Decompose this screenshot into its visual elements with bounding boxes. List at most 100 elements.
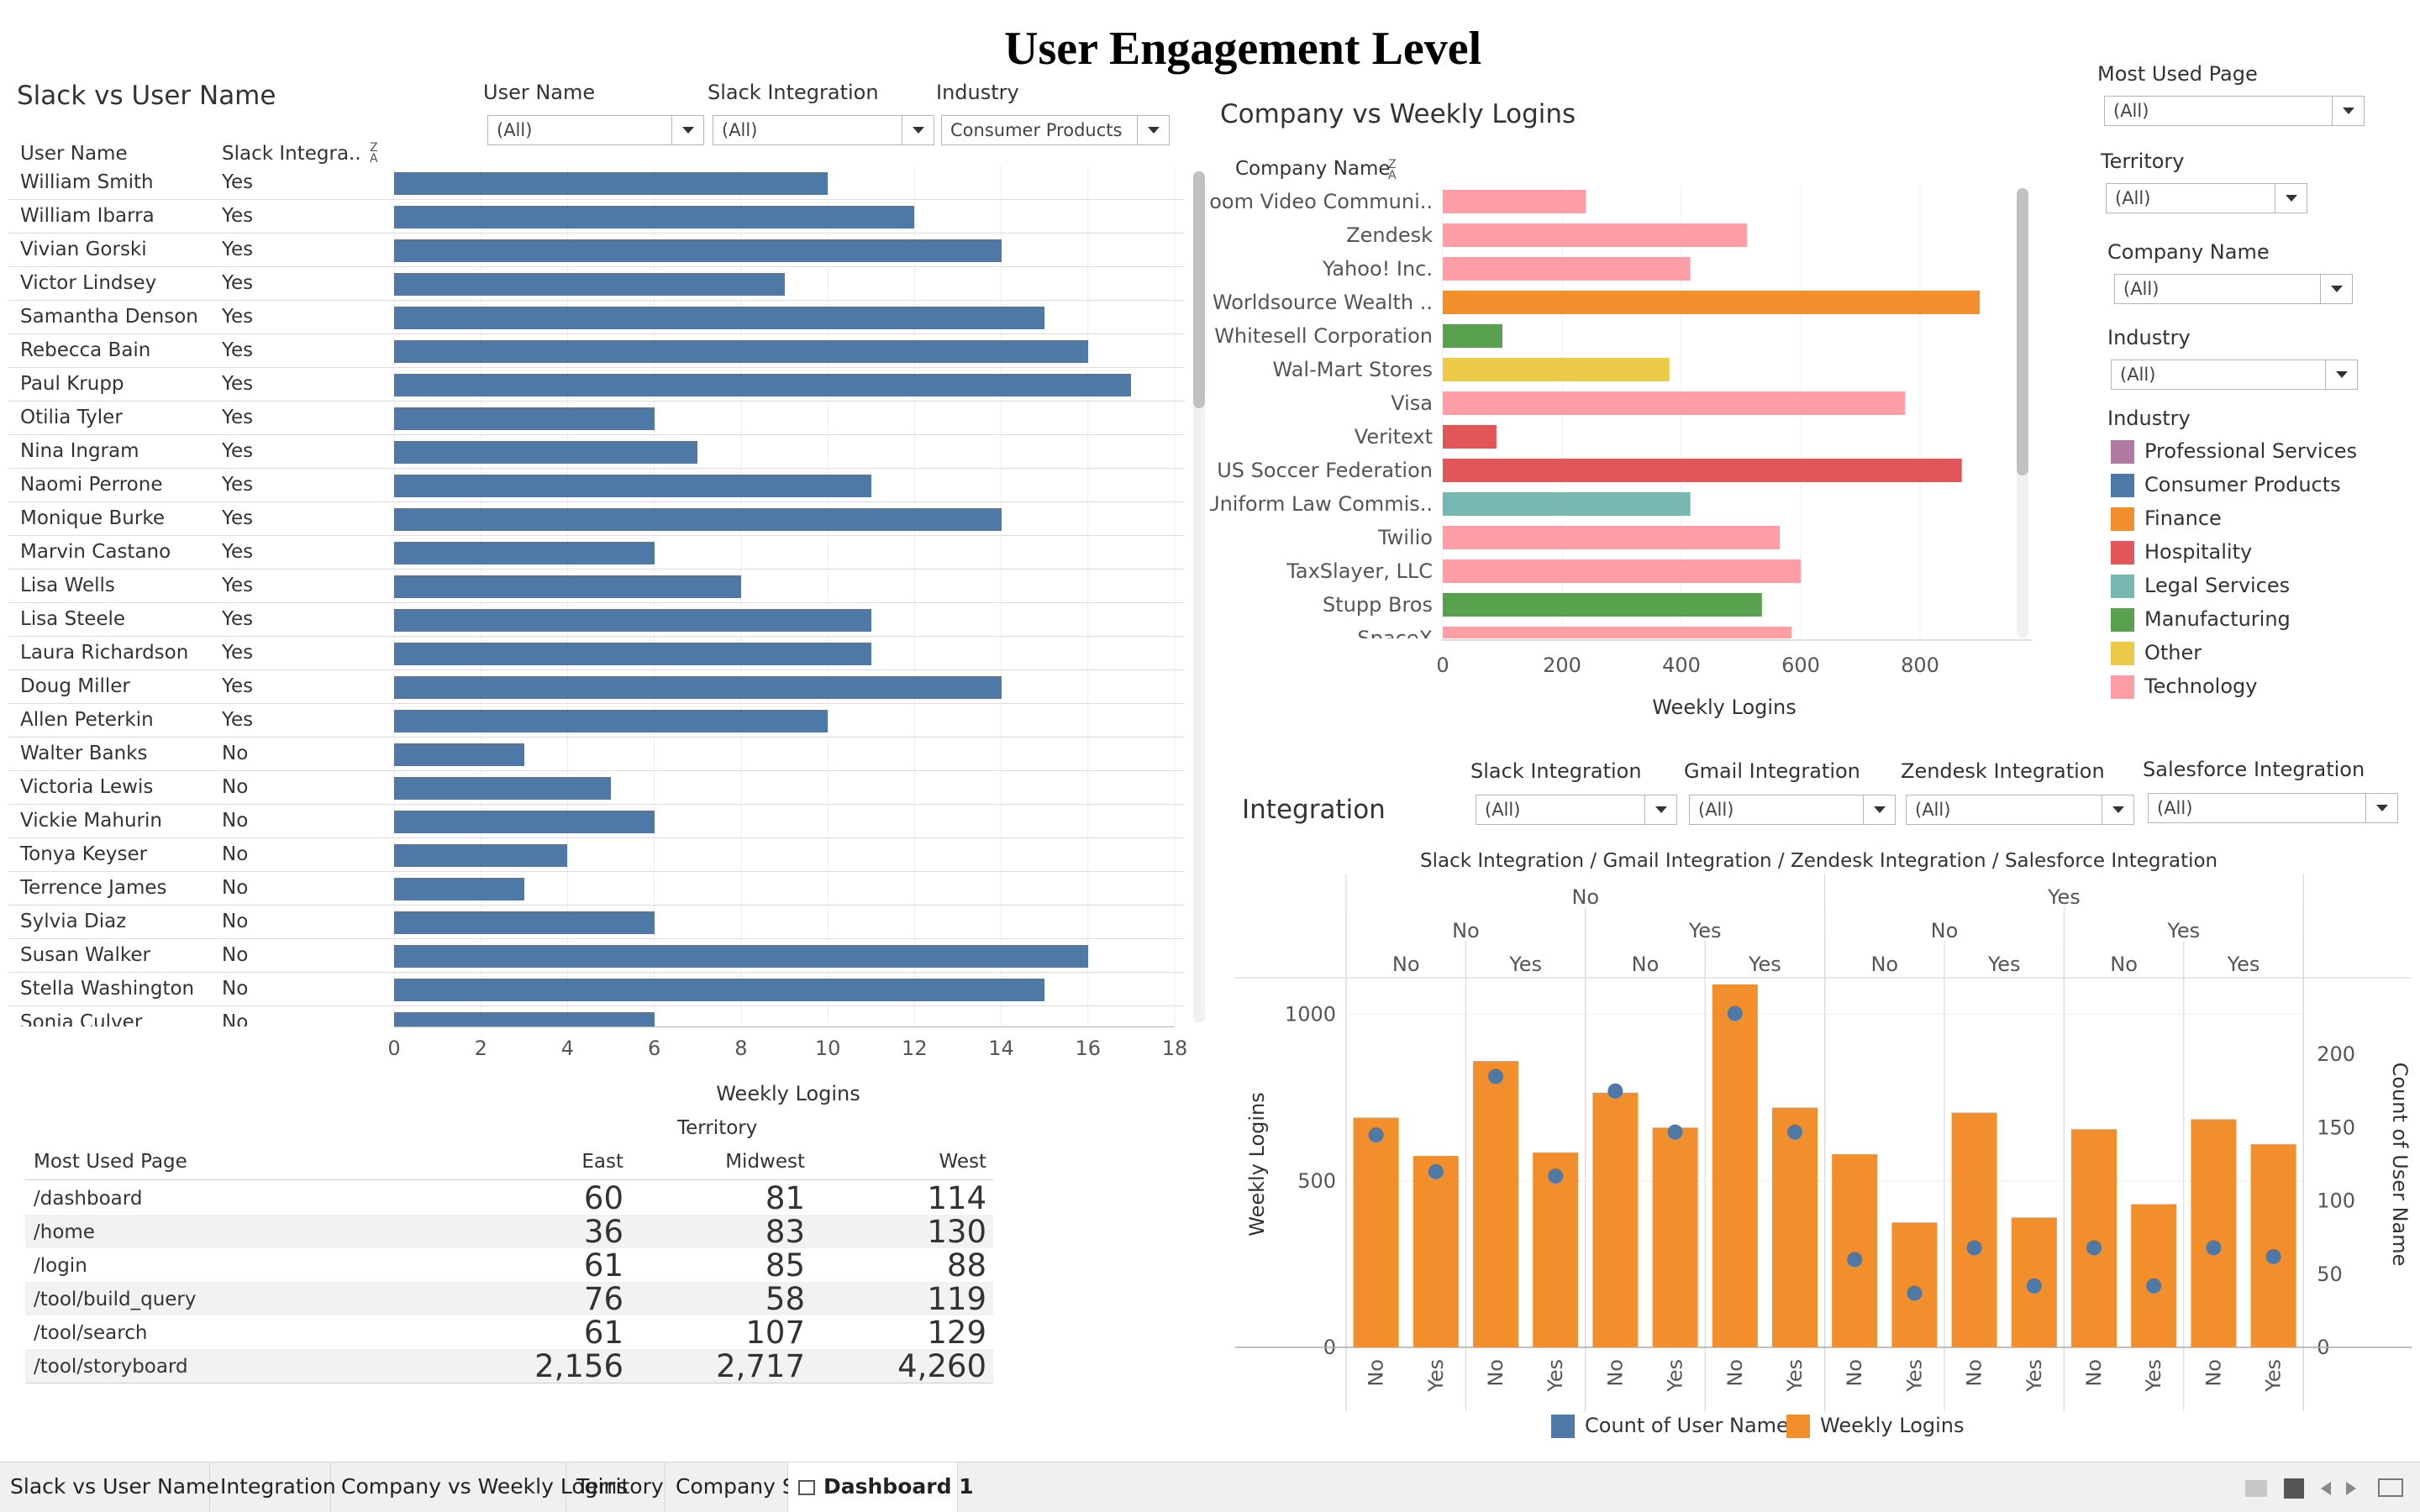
integration-header-label[interactable]: No [1452,919,1480,942]
slack-bar[interactable] [394,609,871,632]
chevron-down-icon[interactable] [1137,116,1169,144]
slack-bar[interactable] [394,777,612,800]
chevron-down-icon[interactable] [2320,275,2352,303]
show-sheets-grid-icon[interactable] [2245,1480,2267,1497]
gmail-integration-filter-dropdown[interactable]: (All) [1689,795,1896,825]
slack-bar[interactable] [394,945,1088,968]
company-scrollbar-thumb[interactable] [2017,188,2028,475]
user-count-point[interactable] [1727,1005,1743,1021]
user-count-point[interactable] [1966,1240,1982,1256]
company-bar[interactable] [1443,593,1762,617]
company-bar[interactable] [1443,291,1980,314]
company-bar[interactable] [1443,324,1502,348]
chevron-down-icon[interactable] [1863,795,1895,824]
col-header-slack[interactable]: Slack Integra.. [222,143,361,165]
weekly-logins-bar[interactable] [1413,1156,1459,1347]
integration-header-label[interactable]: Yes [1987,953,2021,976]
weekly-logins-bar[interactable] [1652,1127,1698,1347]
scroll-right-icon[interactable] [2346,1482,2356,1495]
user-count-point[interactable] [1607,1083,1623,1099]
chevron-down-icon[interactable] [2275,184,2307,213]
company-name-filter-dropdown[interactable]: (All) [2114,274,2353,304]
slack-integration-filter-dropdown[interactable]: (All) [1476,795,1677,825]
zendesk-integration-filter-dropdown[interactable]: (All) [1906,795,2134,825]
company-bar[interactable] [1443,391,1906,415]
slack-scrollbar-thumb[interactable] [1193,171,1205,408]
user-count-point[interactable] [2026,1278,2042,1294]
company-bar[interactable] [1443,223,1748,247]
most-used-page-filter-dropdown[interactable]: (All) [2104,96,2365,126]
slack-bar[interactable] [394,811,655,833]
legend-swatch[interactable] [2111,440,2134,464]
chevron-down-icon[interactable] [2332,97,2364,125]
weekly-logins-bar[interactable] [1712,984,1758,1347]
company-bar[interactable] [1443,190,1586,213]
slack-bar[interactable] [394,475,871,497]
integration-header-label[interactable]: Yes [2166,919,2200,942]
weekly-logins-bar[interactable] [2131,1204,2177,1347]
weekly-logins-bar[interactable] [1533,1152,1579,1347]
legend-label[interactable]: Other [2144,641,2202,664]
legend-label[interactable]: Technology [2144,675,2258,698]
integration-header-label[interactable]: No [1632,953,1660,976]
weekly-logins-bar[interactable] [1891,1222,1938,1347]
integration-header-label[interactable]: Yes [1688,919,1722,942]
integration-header-label[interactable]: No [1870,953,1898,976]
weekly-logins-bar[interactable] [2250,1144,2296,1347]
user-count-point[interactable] [1548,1168,1564,1184]
slack-bar[interactable] [394,374,1132,396]
legend-label[interactable]: Manufacturing [2144,607,2291,631]
integration-header-label[interactable]: Yes [2047,885,2081,909]
legend-swatch[interactable] [2111,608,2134,632]
integration-header-label[interactable]: No [1392,953,1420,976]
filmstrip-icon[interactable] [2284,1478,2304,1499]
legend-label[interactable]: Consumer Products [2144,473,2341,496]
company-bar[interactable] [1443,559,1801,583]
integration-header-label[interactable]: Yes [1508,953,1542,976]
slack-bar[interactable] [394,542,655,564]
weekly-logins-bar[interactable] [1473,1061,1518,1347]
user-count-point[interactable] [2265,1248,2281,1264]
legend-label[interactable]: Hospitality [2144,540,2253,564]
legend-label[interactable]: Professional Services [2144,439,2358,463]
user-count-point[interactable] [1368,1127,1384,1143]
legend-label[interactable]: Finance [2144,507,2222,530]
user-count-point[interactable] [1667,1124,1683,1140]
company-bar[interactable] [1443,358,1670,381]
integration-header-label[interactable]: Yes [1748,953,1781,976]
user-count-point[interactable] [1428,1163,1444,1179]
tab-company-size[interactable]: Company Size [666,1462,825,1512]
chevron-down-icon[interactable] [2365,794,2397,822]
legend-label[interactable]: Legal Services [2144,574,2291,597]
slack-bar[interactable] [394,307,1045,329]
slack-bar[interactable] [394,273,785,296]
company-scrollbar[interactable] [2017,188,2028,638]
slack-bar[interactable] [394,206,915,228]
weekly-logins-bar[interactable] [1832,1154,1878,1347]
slack-bar[interactable] [394,172,829,195]
tab-territory[interactable]: Territory [566,1462,666,1512]
company-bar[interactable] [1443,627,1792,650]
slack-bar[interactable] [394,979,1045,1001]
company-bar[interactable] [1443,257,1691,281]
user-count-point[interactable] [1787,1124,1802,1140]
weekly-logins-bar[interactable] [2191,1119,2237,1347]
tab-dashboard-1[interactable]: Dashboard 1 [788,1462,974,1512]
company-bar[interactable] [1443,526,1781,549]
salesforce-integration-filter-dropdown[interactable]: (All) [2148,793,2398,823]
weekly-logins-bar[interactable] [1772,1107,1818,1347]
weekly-logins-bar[interactable] [2071,1129,2117,1347]
slack-bar[interactable] [394,844,568,867]
slack-bar[interactable] [394,710,829,732]
legend-label[interactable]: Count of User Name [1585,1414,1789,1437]
territory-filter-dropdown[interactable]: (All) [2106,183,2307,213]
chevron-down-icon[interactable] [1644,795,1676,824]
tab-integration[interactable]: Integration [210,1462,336,1512]
slack-scrollbar[interactable] [1193,171,1205,1023]
chevron-down-icon[interactable] [2325,360,2357,389]
user-count-point[interactable] [1907,1285,1923,1301]
col-header-user-name[interactable]: User Name [20,143,128,165]
user-count-point[interactable] [2146,1278,2162,1294]
slack-bar[interactable] [394,676,1002,699]
slack-bar[interactable] [394,239,1002,262]
